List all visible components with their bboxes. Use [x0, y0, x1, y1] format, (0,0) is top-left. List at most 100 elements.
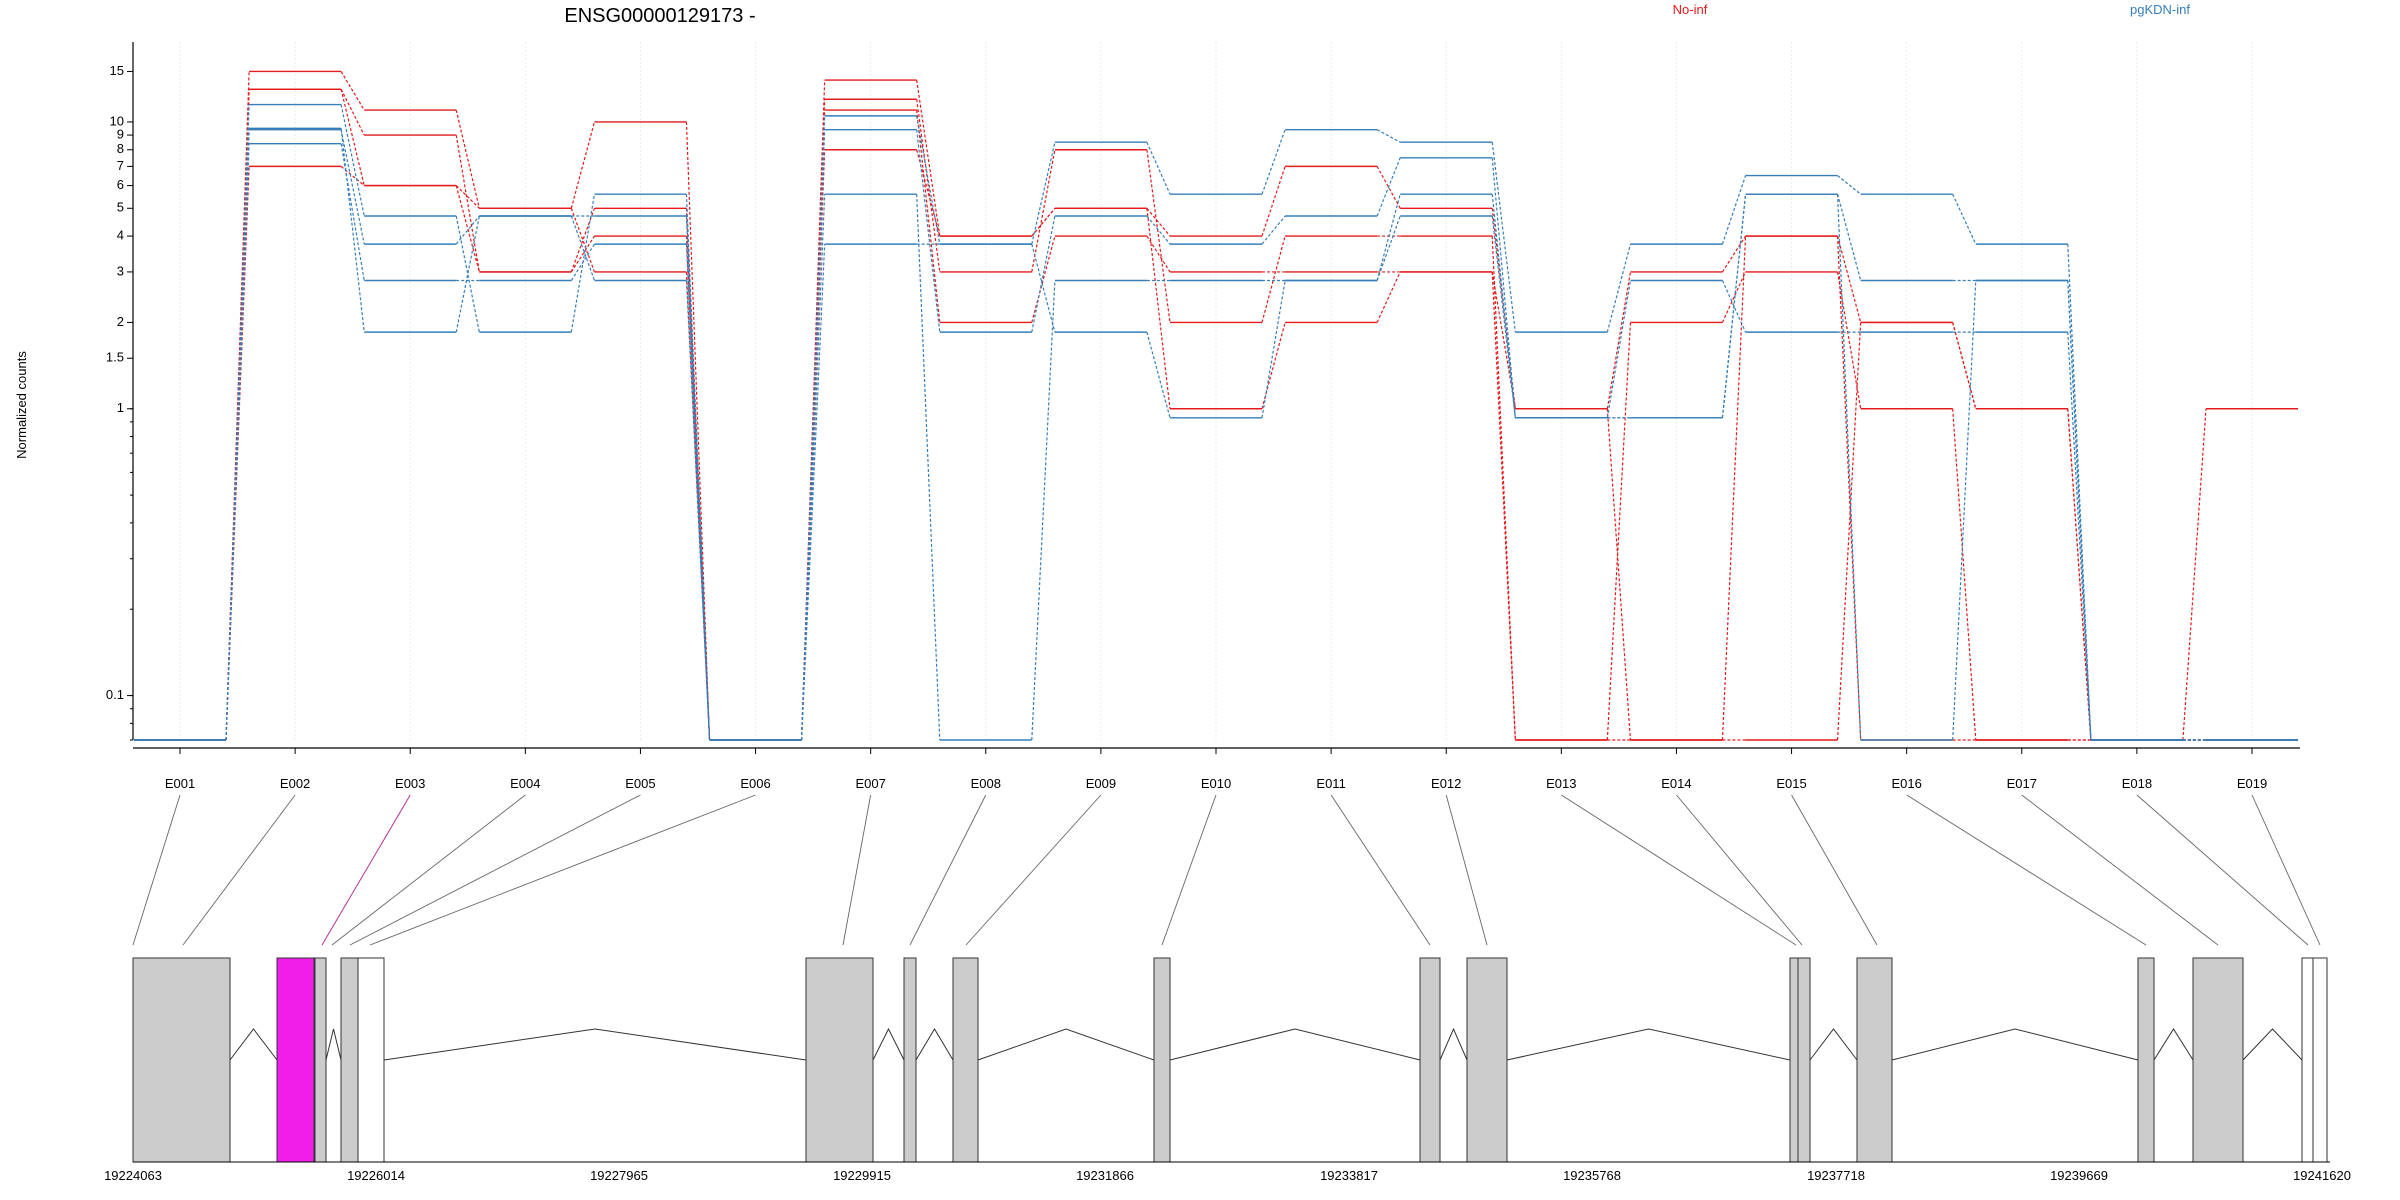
coordinate-label: 19224063 — [104, 1168, 162, 1183]
intron-line — [915, 1028, 954, 1061]
y-tick-label: 6 — [117, 177, 124, 192]
intron-line — [977, 1028, 1155, 1061]
series-connector — [340, 128, 365, 333]
series-connector — [1261, 129, 1286, 195]
series-connector — [1376, 271, 1401, 323]
series-connector — [1836, 194, 1862, 281]
series-connector — [340, 71, 365, 111]
exon-block — [314, 957, 327, 1163]
series-connector — [1491, 215, 1516, 418]
series-connector — [1837, 175, 1862, 195]
exon-block — [2192, 957, 2244, 1163]
series-connector — [1952, 322, 1977, 409]
connector-e006 — [369, 794, 756, 946]
series-connector — [1491, 208, 1516, 409]
series-connector — [225, 128, 250, 741]
series-connector — [1261, 235, 1286, 323]
coordinate-label: 19235768 — [1563, 1168, 1621, 1183]
series-connector — [455, 215, 480, 245]
series-connector — [685, 244, 711, 741]
x-tick-label-e008: E008 — [971, 776, 1001, 791]
exon-block — [805, 957, 874, 1163]
series-connector — [1721, 236, 1747, 741]
series-lines — [134, 70, 2298, 741]
chart-title: ENSG00000129173 - — [564, 5, 755, 27]
connector-e002 — [182, 794, 296, 946]
series-connector — [1031, 149, 1056, 273]
series-connector — [455, 185, 480, 209]
series-connector — [570, 208, 596, 273]
y-tick-label: 4 — [117, 228, 124, 243]
intron-line — [325, 1028, 342, 1061]
y-tick-label: 8 — [117, 141, 124, 156]
series-connector — [1606, 408, 1632, 741]
series-connector — [570, 208, 596, 273]
series-connector — [570, 215, 596, 281]
y-tick-label: 3 — [117, 263, 124, 278]
series-connector — [916, 110, 941, 323]
exon-block — [2301, 957, 2314, 1163]
series-connector — [1261, 280, 1286, 418]
exon-connectors — [132, 794, 2321, 946]
x-tick-label-e005: E005 — [625, 776, 655, 791]
series-connector — [1031, 235, 1056, 323]
series-connector — [1606, 322, 1632, 741]
connector-e009 — [965, 794, 1102, 946]
x-tick-label-e009: E009 — [1086, 776, 1116, 791]
connector-e017 — [2021, 794, 2219, 946]
exon-block — [1797, 957, 1811, 1163]
connector-e018 — [2136, 794, 2309, 946]
connector-e007 — [842, 794, 872, 946]
series-connector — [1491, 271, 1516, 741]
series-connector — [340, 129, 365, 245]
series-connector — [916, 194, 941, 741]
exon-block — [1789, 957, 1799, 1163]
intron-line — [1169, 1028, 1421, 1061]
intron-line — [229, 1028, 278, 1061]
series-connector — [685, 121, 711, 741]
x-tick-label-e002: E002 — [280, 776, 310, 791]
series-connector — [340, 89, 365, 186]
gridlines — [179, 42, 2253, 740]
series-connector — [1031, 142, 1056, 245]
series-connector — [455, 134, 480, 273]
coordinate-label: 19239669 — [2050, 1168, 2108, 1183]
y-tick-label: 7 — [117, 158, 124, 173]
x-tick-label-e014: E014 — [1661, 776, 1691, 791]
intron-line — [1891, 1028, 2139, 1061]
x-tick-label-e004: E004 — [510, 776, 540, 791]
axes — [127, 42, 2300, 754]
series-connector — [2067, 408, 2092, 741]
coordinate-label: 19229915 — [833, 1168, 891, 1183]
series-connector — [1031, 280, 1056, 741]
series-connector — [1721, 271, 1747, 323]
exon-block — [1466, 957, 1508, 1163]
series-connector — [1376, 194, 1401, 281]
series-connector — [1491, 157, 1516, 418]
series-connector — [340, 143, 365, 281]
intron-line — [2153, 1028, 2194, 1061]
series-connector — [1721, 175, 1747, 245]
x-tick-label-e010: E010 — [1201, 776, 1231, 791]
legend-no-inf: No-inf — [1673, 2, 1708, 17]
exon-block — [132, 957, 231, 1163]
series-connector — [1031, 207, 1056, 237]
connector-e003 — [321, 794, 411, 946]
y-tick-label: 1 — [117, 400, 124, 415]
coordinate-label: 19226014 — [347, 1168, 405, 1183]
series-connector — [2067, 280, 2092, 741]
series-connector — [1606, 280, 1632, 418]
connector-e010 — [1161, 794, 1217, 946]
y-tick-label: 10 — [110, 113, 124, 128]
series-connector — [2182, 408, 2207, 741]
series-connector — [916, 149, 941, 237]
series-connector — [1952, 408, 1977, 741]
connector-e005 — [349, 794, 641, 946]
x-tick-label-e013: E013 — [1546, 776, 1576, 791]
x-tick-label-e016: E016 — [1891, 776, 1921, 791]
x-tick-label-e015: E015 — [1776, 776, 1806, 791]
series-connector — [1261, 166, 1286, 237]
series-connector — [1031, 215, 1056, 333]
x-tick-label-e003: E003 — [395, 776, 425, 791]
